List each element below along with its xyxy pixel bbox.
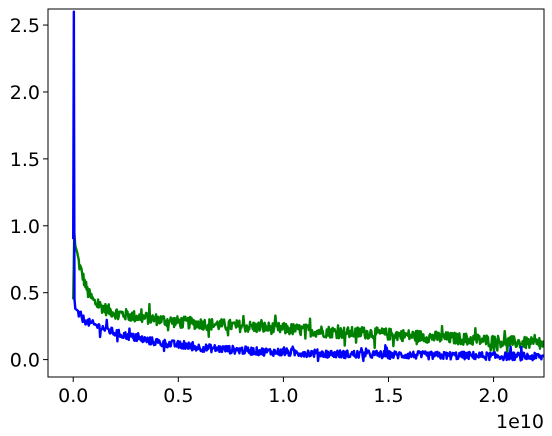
x-tick-label: 1.0	[268, 385, 298, 407]
y-axis: 0.0 0.5 1.0 1.5 2.0 2.5	[10, 15, 48, 372]
x-tick-label: 2.0	[478, 385, 508, 407]
y-tick-label: 0.5	[10, 283, 40, 305]
plot-frame	[47, 8, 545, 378]
series-line-1	[72, 231, 544, 354]
y-tick-label: 0.0	[10, 350, 40, 372]
y-tick-label: 2.0	[10, 82, 40, 104]
x-tick-label: 0.0	[58, 385, 88, 407]
x-axis: 0.0 0.5 1.0 1.5 2.0	[58, 377, 509, 407]
y-tick-label: 2.5	[10, 15, 40, 37]
y-tick-label: 1.0	[10, 216, 40, 238]
x-tick-label: 0.5	[163, 385, 193, 407]
series-lines	[72, 10, 544, 363]
x-tick-label: 1.5	[373, 385, 403, 407]
y-tick-label: 1.5	[10, 149, 40, 171]
x-axis-offset-label: 1e10	[496, 411, 544, 433]
series-line-2	[72, 10, 544, 363]
